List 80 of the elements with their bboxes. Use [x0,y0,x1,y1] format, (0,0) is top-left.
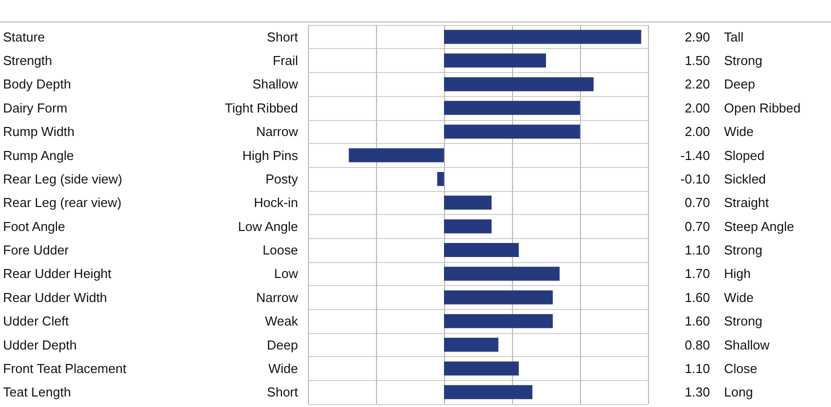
bar [444,338,498,352]
text: Wide [724,290,754,305]
y-tick-label: Body Depth [3,76,71,92]
text: Close [724,360,758,376]
bar [348,148,444,162]
text: Sickled [724,171,766,186]
text: Shallow [252,76,299,92]
bar [437,172,444,186]
y-tick-label: Front Teat Placement [3,360,127,376]
text: Loose [262,242,298,258]
text: Hock-in [254,195,298,210]
text: Posty [265,171,298,186]
y-tick-label: Rear Udder Width [3,290,108,305]
bar [444,385,532,400]
text: Deep [266,337,298,352]
text: Sloped [724,148,764,163]
bar [444,219,492,234]
text: Wide [268,360,298,376]
text: Straight [724,195,770,210]
data-label: 0.80 [684,337,710,352]
text: Deep [724,76,756,92]
data-label: 1.30 [684,384,710,400]
bar [444,100,580,115]
bar [444,54,546,68]
text: Tall [724,29,744,44]
data-label: 0.70 [684,195,710,210]
data-label: 1.60 [684,290,710,305]
text: Frail [272,53,298,68]
data-label: 2.20 [684,76,710,92]
y-tick-label: Rump Width [3,124,75,140]
text: Tight Ribbed [224,100,298,116]
text: High [724,266,751,282]
bar [444,30,642,44]
text: Narrow [256,124,299,140]
text: Shallow [724,337,770,352]
bar [444,243,519,258]
y-tick-label: Rear Leg (rear view) [3,195,122,210]
text: Wide [724,124,754,140]
data-label: 1.70 [684,266,710,282]
bar [444,290,553,304]
text: Low Angle [238,218,298,234]
text: Short [266,29,298,44]
y-tick-label: Dairy Form [3,100,68,116]
data-label: 2.00 [684,100,710,116]
y-tick-label: Teat Length [3,384,71,400]
text: Open Ribbed [724,100,801,116]
text: Short [266,384,298,400]
y-tick-label: Rump Angle [3,148,74,163]
data-label: 1.50 [684,53,710,68]
text: Narrow [256,290,299,305]
bar [444,361,519,376]
text: Long [724,384,753,400]
data-label: -1.40 [680,148,710,163]
y-tick-label: Rear Udder Height [3,266,112,282]
bar [444,77,594,92]
y-tick-label: Udder Depth [3,337,77,352]
bar [444,124,580,139]
data-label: 2.00 [684,124,710,140]
data-label: 0.70 [684,218,710,234]
data-label: 2.90 [684,29,710,44]
text: High Pins [242,148,298,163]
text: Strong [724,314,762,329]
text: Steep Angle [724,218,794,234]
text: Strong [724,53,762,68]
y-tick-label: Rear Leg (side view) [3,171,122,186]
data-label: 1.10 [684,360,710,376]
text: Strong [724,242,762,258]
y-tick-label: Stature [3,29,45,44]
bar [444,196,492,210]
data-label: 1.60 [684,314,710,329]
text: Low [274,266,299,282]
y-tick-label: Strength [3,53,52,68]
bar [444,314,553,328]
y-tick-label: Foot Angle [3,218,66,234]
y-tick-label: Fore Udder [3,242,70,258]
data-label: -0.10 [680,171,710,186]
bar [444,266,560,281]
data-label: 1.10 [684,242,710,258]
text: Weak [265,314,298,329]
y-tick-label: Udder Cleft [3,314,70,329]
